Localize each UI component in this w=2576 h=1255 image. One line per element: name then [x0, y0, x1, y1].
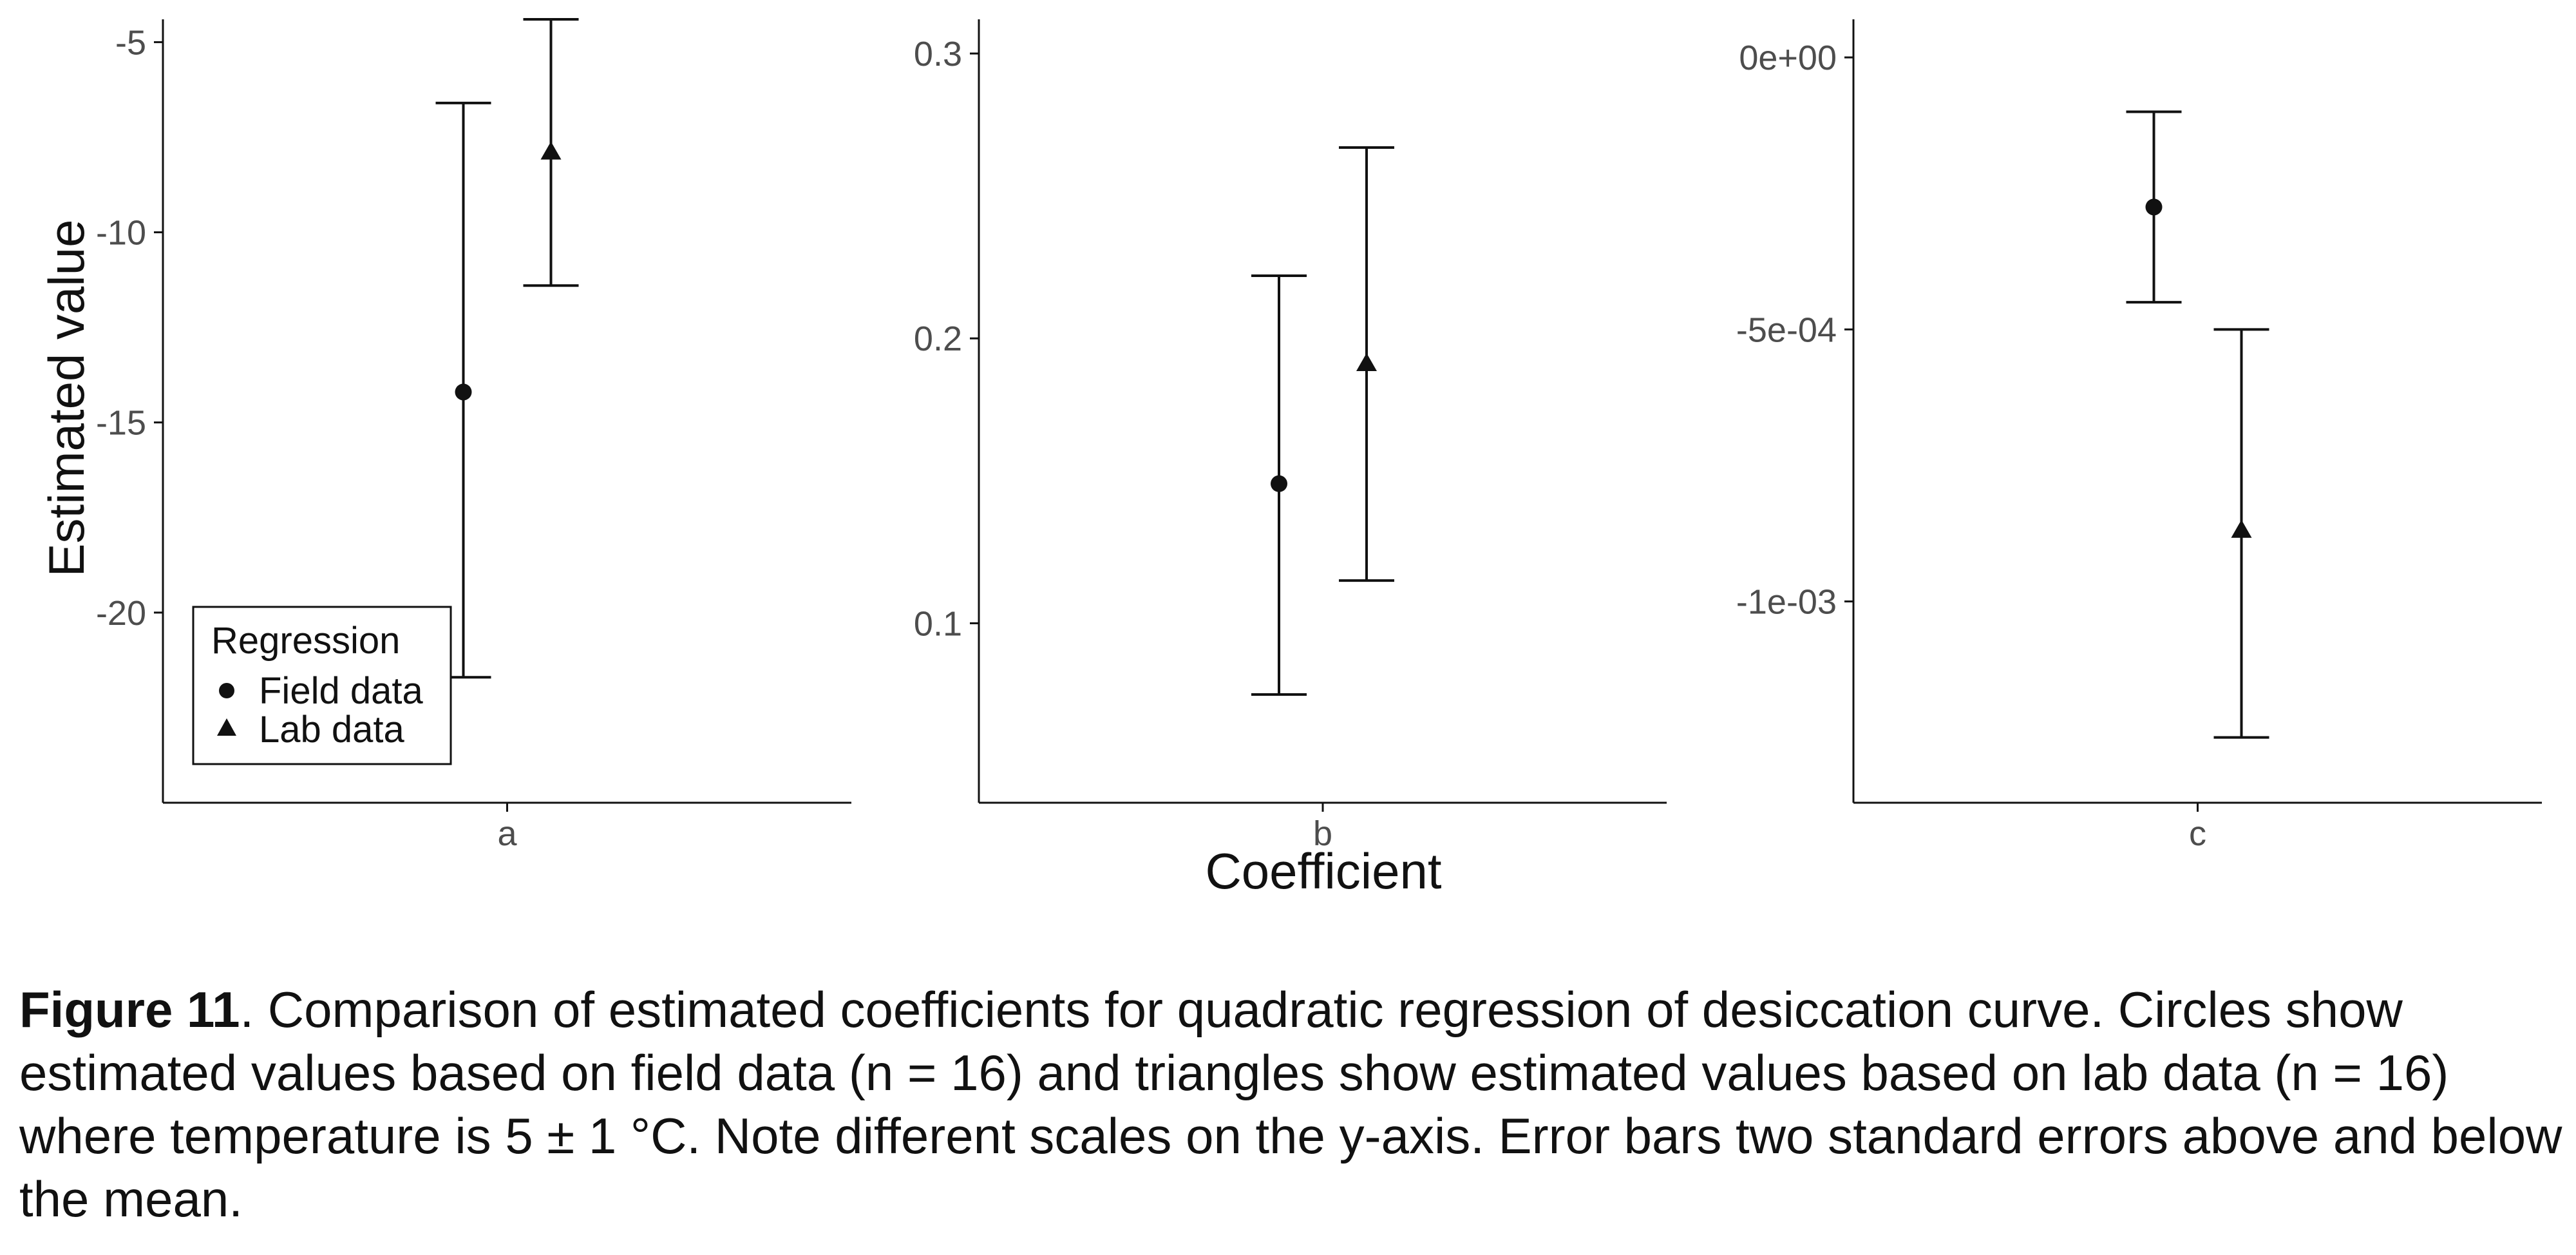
x-tick-label: a	[497, 814, 517, 853]
y-tick-label: 0.3	[914, 35, 962, 73]
panel-b: 0.1 0.2 0.3 b	[914, 19, 1667, 853]
point-marker-circle	[1271, 475, 1287, 492]
legend-label-lab: Lab data	[259, 709, 405, 751]
point-marker-triangle	[1356, 353, 1377, 372]
point-marker-triangle	[2231, 519, 2252, 538]
figure-caption: Figure 11. Comparison of estimated coeff…	[19, 978, 2563, 1231]
legend-triangle-icon	[217, 718, 236, 736]
y-tick-label: -1e-03	[1736, 583, 1837, 622]
caption-figure-number: Figure 11	[19, 981, 240, 1038]
y-axis-title: Estimated value	[38, 220, 95, 577]
series-lab-data	[523, 18, 579, 287]
series-lab-data	[1339, 146, 1394, 582]
y-tick-label: -5e-04	[1736, 311, 1837, 349]
legend-title: Regression	[211, 620, 400, 662]
y-tick-label: -10	[96, 214, 146, 253]
x-tick-label: b	[1313, 814, 1332, 853]
y-tick-label: 0.1	[914, 604, 962, 643]
x-axis-title: Coefficient	[1205, 843, 1441, 899]
series-lab-data	[2213, 328, 2269, 739]
y-tick-label: -5	[115, 23, 146, 62]
caption-text: . Comparison of estimated coefficients f…	[19, 981, 2562, 1227]
point-marker-triangle	[540, 141, 562, 160]
legend-circle-icon	[219, 683, 234, 698]
series-field-data	[2126, 110, 2182, 304]
y-tick-label: 0e+00	[1739, 39, 1837, 77]
y-tick-label: -20	[96, 594, 146, 633]
legend-label-field: Field data	[259, 670, 423, 712]
x-tick-label: c	[2189, 814, 2206, 853]
point-marker-circle	[455, 383, 472, 401]
panel-c: 0e+00 -5e-04 -1e-03 c	[1736, 19, 2542, 853]
point-marker-circle	[2145, 198, 2163, 216]
y-tick-label: 0.2	[914, 320, 962, 358]
legend-box	[192, 606, 452, 765]
y-tick-label: -15	[96, 404, 146, 443]
series-field-data	[1251, 274, 1307, 696]
series-field-data	[435, 101, 491, 679]
figure-chart: Estimated value Coefficient -5 -10 -15 -20 a…	[38, 18, 2542, 899]
